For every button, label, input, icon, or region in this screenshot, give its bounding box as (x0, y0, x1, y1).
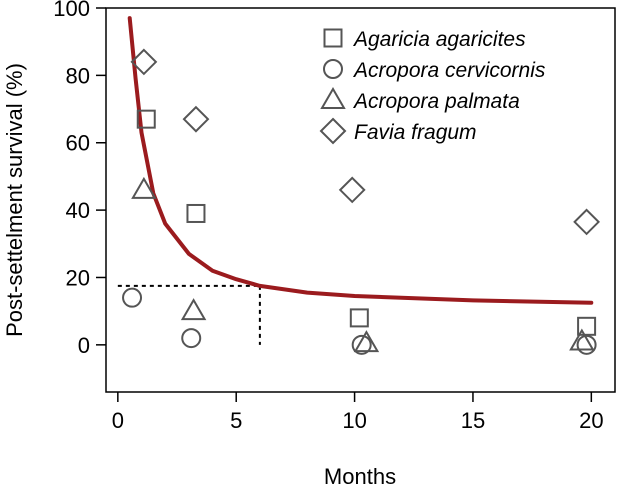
point-diamond-1 (182, 105, 210, 133)
x-tick-label-0: 0 (112, 408, 124, 433)
x-axis-label: Months (324, 464, 396, 489)
point-circle-1 (181, 328, 202, 349)
point-circle-0 (122, 287, 143, 308)
point-triangle-3 (569, 328, 595, 351)
y-axis-label: Post-settelment survival (%) (2, 63, 27, 337)
fit-curve-layer (127, 16, 594, 305)
point-square-0 (136, 109, 156, 129)
reference-lines (117, 284, 261, 345)
legend-label-circle: Acropora cervicornis (352, 59, 546, 82)
point-triangle-1 (180, 298, 207, 321)
y-tick-label-100: 100 (53, 0, 90, 21)
fit-curve (127, 16, 594, 305)
point-diamond-3 (573, 208, 601, 236)
x-tick-label-5: 5 (230, 408, 242, 433)
x-tick-label-20: 20 (579, 408, 603, 433)
legend-label-square: Agaricia agaricites (352, 28, 526, 51)
legend-marker-diamond (319, 117, 347, 145)
x-tick-label-15: 15 (461, 408, 485, 433)
x-axis: 0 5 10 15 20 (112, 392, 604, 433)
legend-marker-circle (323, 59, 343, 79)
point-circle-2 (351, 334, 372, 355)
point-square-3 (577, 316, 597, 336)
point-diamond-0 (130, 48, 158, 76)
x-tick-label-10: 10 (342, 408, 366, 433)
y-tick-label-20: 20 (66, 265, 90, 290)
point-circle-3 (576, 334, 597, 355)
points-layer (122, 48, 601, 355)
point-square-1 (186, 203, 206, 223)
point-square-2 (349, 308, 369, 328)
legend-label-diamond: Favia fragum (354, 121, 477, 144)
point-triangle-0 (131, 176, 157, 199)
point-diamond-2 (338, 176, 366, 204)
legend-marker-triangle (320, 87, 346, 109)
legend-label-triangle: Acropora palmata (352, 90, 520, 113)
y-tick-label-40: 40 (66, 198, 90, 223)
y-tick-label-60: 60 (66, 131, 90, 156)
plot-frame (105, 7, 616, 393)
point-triangle-2 (353, 330, 380, 353)
y-tick-label-0: 0 (78, 333, 90, 358)
legend-marker-square (323, 28, 343, 48)
legend: Agaricia agaricites Acropora cervicornis A… (319, 28, 546, 145)
y-tick-label-80: 80 (66, 63, 90, 88)
y-axis: 0 20 40 60 80 100 (53, 0, 106, 358)
